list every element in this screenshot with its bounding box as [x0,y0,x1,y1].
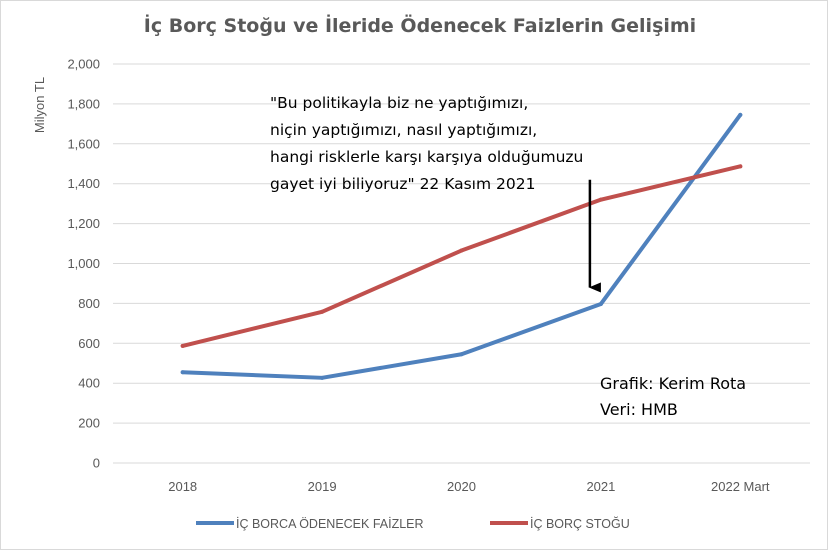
y-tick-label: 1,600 [67,136,100,151]
y-tick-label: 1,000 [67,256,100,271]
data-point [459,248,464,253]
data-point [459,352,464,357]
data-point [598,197,603,202]
annotation-line-2: niçin yaptığımızı, nasıl yaptığımızı, [270,121,537,139]
legend: İÇ BORCA ÖDENECEK FAİZLER İÇ BORÇ STOĞU [196,516,630,531]
annotation-line-4: gayet iyi biliyoruz" 22 Kasım 2021 [270,175,535,193]
data-point [320,309,325,314]
x-tick-label: 2022 Mart [711,479,770,494]
y-tick-label: 1,400 [67,176,100,191]
y-axis-ticks: 0 200 400 600 800 1,000 1,200 1,400 1,600 1,800 2,… [67,57,100,471]
credit-source: Veri: HMB [600,400,678,419]
y-tick-label: 800 [78,296,100,311]
credits: Grafik: Kerim Rota Veri: HMB [600,374,746,419]
data-point [598,301,603,306]
y-tick-label: 200 [78,416,100,431]
legend-label-2: İÇ BORÇ STOĞU [530,516,630,531]
grid [113,63,810,464]
x-axis-ticks: 2018 2019 2020 2021 2022 Mart [168,479,770,494]
data-point [738,112,743,117]
annotation: "Bu politikayla biz ne yaptığımızı, niçi… [270,94,601,293]
y-tick-label: 600 [78,336,100,351]
x-tick-label: 2018 [168,479,197,494]
chart-title: İç Borç Stoğu ve İleride Ödenecek Faizle… [144,13,696,37]
x-tick-label: 2019 [308,479,337,494]
y-tick-label: 1,800 [67,96,100,111]
y-axis-label: Milyon TL [32,77,47,133]
data-point [180,343,185,348]
data-point [738,164,743,169]
x-tick-label: 2020 [447,479,476,494]
y-tick-label: 2,000 [67,57,100,72]
legend-label-1: İÇ BORCA ÖDENECEK FAİZLER [236,517,424,531]
series [180,112,743,380]
y-tick-label: 1,200 [67,216,100,231]
data-point [320,375,325,380]
credit-author: Grafik: Kerim Rota [600,374,746,393]
annotation-line-3: hangi risklerle karşı karşıya olduğumuzu [270,148,583,166]
y-tick-label: 0 [93,456,100,471]
data-point [180,370,185,375]
x-tick-label: 2021 [586,479,615,494]
annotation-line-1: "Bu politikayla biz ne yaptığımızı, [270,94,528,112]
y-tick-label: 400 [78,376,100,391]
